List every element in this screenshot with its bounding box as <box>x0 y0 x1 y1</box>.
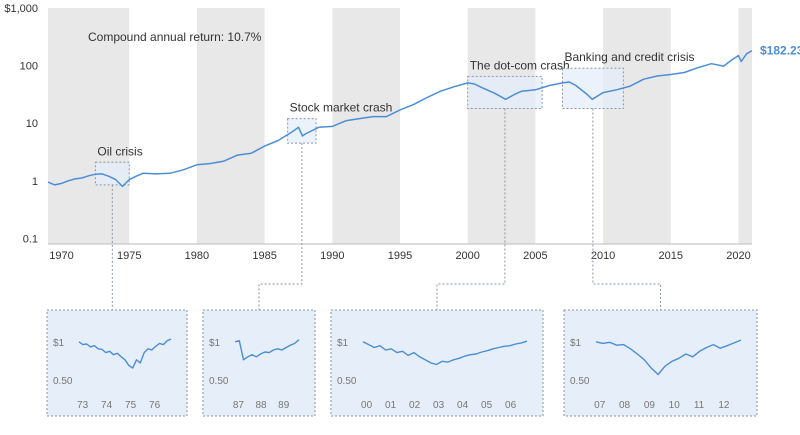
shaded-band <box>738 8 752 244</box>
callout-connector <box>258 143 303 310</box>
x-tick-label: 1990 <box>320 250 344 262</box>
inset-x-tick-label: 07 <box>594 400 606 411</box>
zoom-inset-panel <box>330 309 544 417</box>
end-value-label: $182.23 <box>760 44 800 58</box>
x-tick-label: 1995 <box>388 250 412 262</box>
y-tick-label: $1,000 <box>4 3 38 15</box>
inset-x-tick-label: 06 <box>505 400 517 411</box>
callout-label: Oil crisis <box>97 144 142 158</box>
inset-x-tick-label: 08 <box>619 400 631 411</box>
inset-x-tick-label: 00 <box>361 400 373 411</box>
callout-box <box>561 67 624 110</box>
x-tick-label: 2000 <box>455 250 479 262</box>
callout-label: The dot-com crash <box>470 58 570 72</box>
callout-label: Banking and credit crisis <box>564 50 694 64</box>
inset-series-line <box>234 339 300 361</box>
inset-y-tick-label: $1 <box>53 338 65 349</box>
growth-line <box>47 49 753 188</box>
inset-y-tick-label: 0.50 <box>570 376 590 387</box>
inset-y-tick-label: $1 <box>337 338 349 349</box>
inset-x-tick-label: 09 <box>644 400 656 411</box>
shaded-band <box>48 8 130 244</box>
inset-x-tick-label: 03 <box>433 400 445 411</box>
inset-x-tick-label: 76 <box>149 400 161 411</box>
inset-y-tick-label: 0.50 <box>209 376 229 387</box>
inset-x-tick-label: 01 <box>385 400 397 411</box>
inset-x-tick-label: 10 <box>669 400 681 411</box>
inset-x-tick-label: 02 <box>409 400 421 411</box>
inset-x-tick-label: 11 <box>694 400 705 411</box>
x-tick-label: 1970 <box>49 250 73 262</box>
compound-return-annotation: Compound annual return: 10.7% <box>88 30 262 44</box>
callout-label: Stock market crash <box>290 101 393 115</box>
x-tick-label: 2005 <box>523 250 547 262</box>
x-tick-label: 1985 <box>252 250 276 262</box>
shaded-band <box>332 8 400 244</box>
callout-connector <box>592 108 661 310</box>
inset-y-tick-label: 0.50 <box>53 376 73 387</box>
inset-series-line <box>78 338 172 369</box>
shaded-band <box>196 8 265 244</box>
inset-x-tick-label: 05 <box>481 400 493 411</box>
inset-y-tick-label: $1 <box>209 338 221 349</box>
shaded-band <box>467 8 536 244</box>
x-tick-label: 2020 <box>726 250 750 262</box>
shaded-band <box>603 8 671 244</box>
x-tick-label: 2010 <box>591 250 615 262</box>
inset-x-tick-label: 75 <box>125 400 137 411</box>
inset-x-tick-label: 89 <box>278 400 290 411</box>
zoom-inset-panel <box>46 309 188 417</box>
inset-series-line <box>362 340 528 366</box>
inset-x-tick-label: 74 <box>101 400 113 411</box>
y-tick-label: 0.1 <box>23 233 38 245</box>
inset-x-tick-label: 12 <box>718 400 730 411</box>
y-tick-label: 1 <box>32 176 38 188</box>
inset-x-tick-label: 04 <box>457 400 469 411</box>
inset-y-tick-label: $1 <box>570 338 582 349</box>
x-tick-label: 2015 <box>659 250 683 262</box>
inset-x-tick-label: 87 <box>233 400 245 411</box>
inset-x-tick-label: 73 <box>77 400 89 411</box>
y-tick-label: 10 <box>26 118 38 130</box>
callout-connector <box>436 108 506 310</box>
callout-box <box>467 75 543 110</box>
x-tick-label: 1975 <box>117 250 141 262</box>
zoom-inset-panel <box>563 309 758 417</box>
inset-series-line <box>595 339 742 376</box>
y-tick-label: 100 <box>20 61 38 73</box>
x-tick-label: 1980 <box>185 250 209 262</box>
inset-y-tick-label: 0.50 <box>337 376 357 387</box>
zoom-inset-panel <box>202 309 316 417</box>
inset-x-tick-label: 88 <box>256 400 268 411</box>
